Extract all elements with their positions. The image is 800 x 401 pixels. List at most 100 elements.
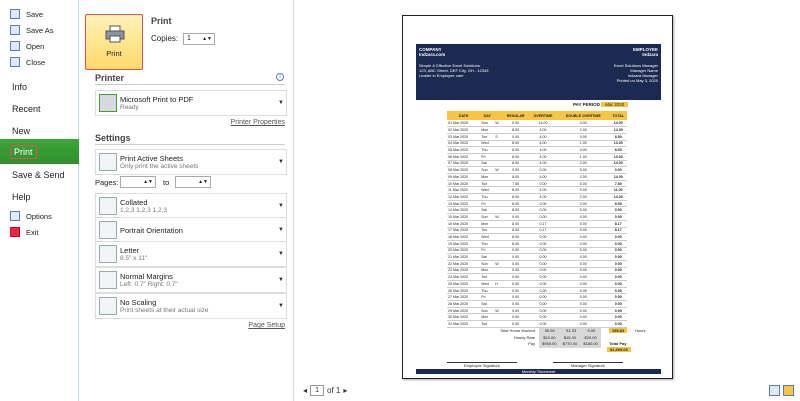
table-cell: 15 Mar 2020 [447, 213, 481, 221]
table-cell: 0.00 [557, 293, 610, 302]
table-cell: 29 Mar 2020 [447, 307, 481, 315]
print-button[interactable]: Print [85, 14, 143, 70]
table-cell: 21 Mar 2020 [447, 253, 481, 261]
table-cell: 11 Mar 2020 [447, 186, 481, 195]
nav-save-send[interactable]: Save & Send [12, 170, 65, 180]
nav-info[interactable]: Info [12, 82, 28, 92]
current-page-input[interactable]: 1 [310, 385, 325, 396]
nav-recent[interactable]: Recent [12, 104, 41, 114]
chevron-down-icon: ▼ [278, 277, 284, 283]
table-cell: 0.00 [528, 253, 558, 261]
table-cell: 4.00 [528, 146, 558, 154]
table-cell: 7.50 [609, 180, 627, 188]
table-row: 04 Mar 2020 Wed 8.00 4.00 1.00 13.00 [447, 140, 627, 148]
copies-input[interactable]: 1 ▲▼ [183, 33, 215, 45]
zoom-to-page-icon[interactable] [783, 385, 794, 396]
table-cell: 0.00 [557, 313, 610, 322]
spinner-icon[interactable]: ▲▼ [143, 179, 153, 185]
nav-save[interactable]: Save [0, 6, 78, 22]
table-cell: Mon [480, 220, 495, 228]
table-cell: 0.00 [609, 206, 627, 215]
info-icon[interactable]: i [276, 73, 284, 81]
exit-icon [10, 227, 20, 237]
pages-from-input[interactable]: ▲▼ [120, 176, 156, 188]
folder-open-icon [10, 41, 20, 51]
total-pay: $1,905.00 [607, 347, 631, 352]
table-cell [494, 193, 503, 201]
table-cell [494, 173, 503, 181]
spinner-icon[interactable]: ▲▼ [202, 36, 212, 42]
table-cell: 0.00 [528, 213, 558, 221]
table-row: 23 Mar 2020 Mon 0.00 0.00 0.00 0.00 [447, 267, 627, 275]
table-cell: 31 Mar 2020 [447, 320, 481, 328]
orientation-dropdown[interactable]: Portrait Orientation ▼ [95, 217, 287, 243]
printer-properties-link[interactable]: Printer Properties [230, 119, 285, 126]
table-cell: 0.00 [528, 200, 558, 208]
table-cell: 0.00 [609, 273, 627, 281]
table-cell: 0.00 [502, 260, 529, 268]
show-margins-icon[interactable] [769, 385, 780, 396]
table-row: 26 Mar 2020 Thu 0.00 0.00 0.00 0.00 [447, 287, 627, 295]
table-cell: Fri [480, 200, 495, 208]
spinner-icon[interactable]: ▲▼ [198, 179, 208, 185]
table-cell: Tue [480, 133, 495, 141]
total-pay-label: Total Pay [609, 341, 627, 346]
table-cell: 0.00 [528, 247, 558, 255]
table-cell: 0.00 [528, 233, 558, 241]
nav-exit[interactable]: Exit [0, 224, 79, 240]
print-preview-pane: COMPANY Indzara.com Simple & Effective E… [295, 0, 800, 401]
table-row: 19 Mar 2020 Thu 8.00 0.00 0.00 0.00 [447, 240, 627, 248]
table-cell: 23 Mar 2020 [447, 267, 481, 275]
table-row: 12 Mar 2020 Thu 8.00 4.00 2.00 14.00 [447, 193, 627, 201]
sheets-icon [99, 153, 117, 171]
copies-label: Copies: [151, 34, 179, 43]
table-cell: Tue [480, 227, 495, 235]
paper-size-dropdown[interactable]: Letter 8.5" x 11" ▼ [95, 241, 287, 267]
table-cell [494, 320, 503, 328]
table-cell: 14.00 [528, 120, 558, 128]
print-what-dropdown[interactable]: Print Active Sheets Only print the active… [95, 149, 287, 175]
table-row: 29 Mar 2020 Sun W 0.00 0.00 0.00 0.00 [447, 307, 627, 315]
table-cell: 0.00 [502, 247, 529, 255]
table-row: 02 Mar 2020 Mon 8.00 4.00 2.00 14.00 [447, 126, 627, 134]
paper-icon [99, 245, 117, 263]
nav-new[interactable]: New [12, 126, 31, 136]
table-cell: 7.50 [502, 180, 529, 188]
table-cell: 08 Mar 2020 [447, 166, 481, 174]
nav-help[interactable]: Help [12, 192, 31, 202]
table-cell: 13 Mar 2020 [447, 200, 481, 208]
table-cell: Fri [480, 153, 495, 161]
previous-page-icon[interactable]: ◂ [303, 386, 308, 395]
scaling-dropdown[interactable]: No Scaling Print sheets at their actual s… [95, 293, 287, 319]
next-page-icon[interactable]: ▸ [343, 386, 348, 395]
table-cell: 8.50 [609, 146, 627, 154]
nav-open[interactable]: Open [0, 38, 78, 54]
hours-unit: Hours [635, 328, 646, 333]
table-cell: 19 Mar 2020 [447, 240, 481, 248]
margins-dropdown[interactable]: Normal Margins Left: 0.7" Right: 0.7" ▼ [95, 267, 287, 293]
table-cell: 0.00 [609, 253, 627, 261]
nav-save-as[interactable]: Save As [0, 22, 78, 38]
nav-options[interactable]: Options [0, 208, 79, 224]
nav-close[interactable]: Close [0, 54, 78, 70]
table-cell: 8.00 [502, 240, 529, 248]
printer-dropdown[interactable]: Microsoft Print to PDF Ready ▼ [95, 90, 287, 116]
table-cell: 2.00 [557, 193, 610, 201]
collate-dropdown[interactable]: Collated 1,2,3 1,2,3 1,2,3 ▼ [95, 193, 287, 219]
table-cell: 0.00 [557, 273, 610, 281]
table-cell: Sun [480, 213, 495, 221]
table-row: 08 Mar 2020 Sun W 0.00 0.00 0.00 0.00 [447, 166, 627, 174]
table-cell: 0.00 [528, 293, 558, 302]
table-cell [494, 267, 503, 275]
table-cell: 0.00 [502, 133, 529, 141]
table-cell: 10 Mar 2020 [447, 180, 481, 188]
nav-print[interactable]: Print [0, 139, 79, 164]
table-cell: 0.00 [502, 166, 529, 174]
pages-to-input[interactable]: ▲▼ [175, 176, 211, 188]
close-file-icon [10, 57, 20, 67]
table-cell: Sun [480, 307, 495, 315]
table-cell [494, 180, 503, 188]
page-setup-link[interactable]: Page Setup [248, 322, 285, 329]
table-cell: 12 Mar 2020 [447, 193, 481, 201]
table-cell: Wed [480, 186, 495, 195]
